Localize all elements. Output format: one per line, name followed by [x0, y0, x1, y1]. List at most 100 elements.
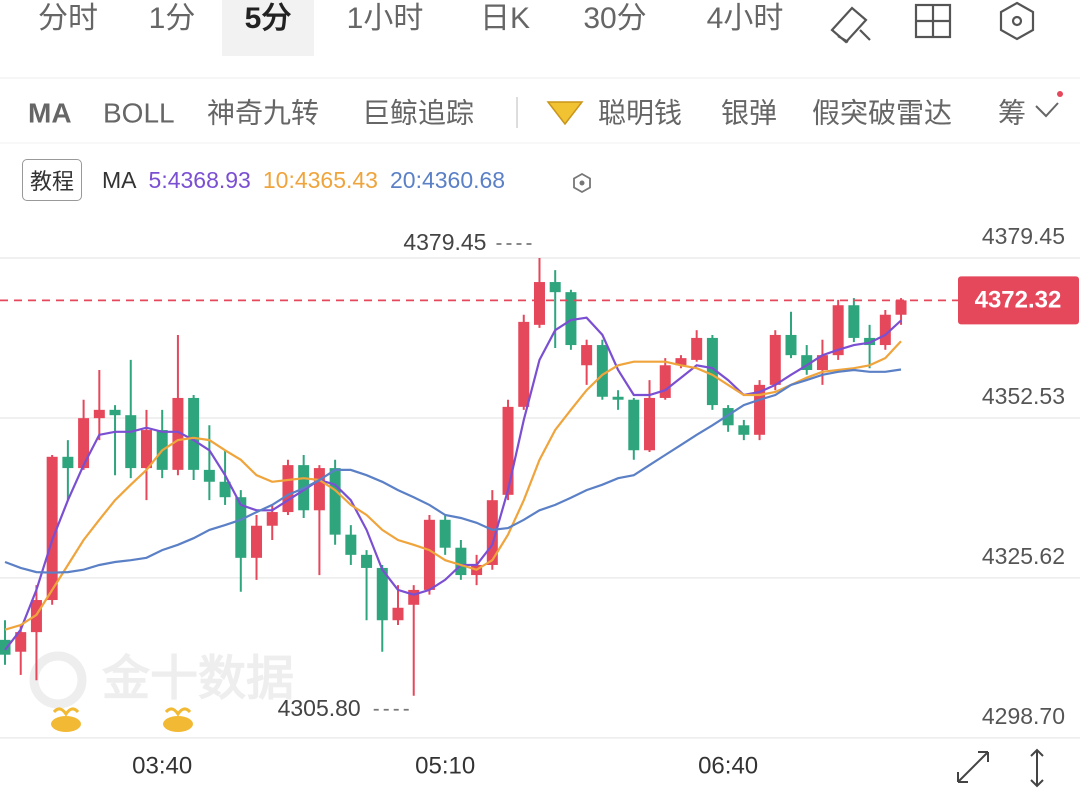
candle-body	[612, 396, 624, 400]
legend-entry: 54368.93	[149, 167, 251, 194]
ma-line	[4, 340, 902, 631]
tool[interactable]: 筹	[998, 97, 1026, 128]
legend-prefix: MA	[102, 166, 137, 193]
y-tick-label: 4298.70	[982, 703, 1065, 729]
legend-name: 10	[263, 167, 295, 193]
candle-body	[408, 589, 420, 605]
tab[interactable]: 日K	[480, 2, 530, 35]
legend-entry: 204360.68	[390, 167, 505, 194]
candle-body	[502, 406, 514, 495]
candle-body	[486, 500, 498, 565]
candle-body	[0, 639, 11, 655]
candle-body	[659, 365, 671, 398]
candle-body	[361, 554, 373, 568]
ma-line	[4, 316, 902, 651]
tutorial-button[interactable]: 教程	[22, 159, 83, 201]
tool[interactable]: 假突破雷达	[812, 97, 952, 128]
y-tick-label: 4352.53	[982, 383, 1065, 409]
candle-body	[722, 408, 734, 426]
ma-settings-icon[interactable]	[573, 172, 591, 194]
candle-body	[376, 567, 388, 621]
candle-body	[46, 456, 58, 601]
candle-body	[801, 355, 813, 371]
tab[interactable]: 5分	[245, 2, 292, 35]
legend-entry: 104365.43	[263, 167, 378, 194]
tab-selected-bg	[222, 0, 314, 56]
candle-body	[203, 469, 215, 482]
ma-line	[4, 368, 902, 574]
candle-body	[219, 481, 231, 498]
legend-value: 4368.93	[167, 166, 251, 193]
more-chevron[interactable]	[1035, 102, 1059, 118]
tab[interactable]: 1小时	[347, 2, 424, 35]
layout-icon[interactable]	[914, 3, 952, 39]
x-tick-label: 05:10	[415, 752, 475, 779]
y-tick-label: 4325.62	[982, 543, 1065, 569]
candle-body	[140, 430, 152, 469]
indicator[interactable]: 神奇九转	[207, 97, 319, 128]
candle-body	[785, 334, 797, 356]
candle-body	[581, 345, 593, 366]
candle-body	[754, 384, 766, 435]
candle-body	[848, 305, 860, 338]
candle-body	[172, 397, 184, 470]
red-dot	[1057, 91, 1063, 97]
legend-name: 5	[149, 167, 168, 193]
candle-body	[628, 399, 640, 451]
candle-body	[738, 425, 750, 435]
last-price-label: 4372.32	[975, 287, 1062, 314]
fullscreen-icon[interactable]	[957, 751, 989, 783]
candle-body	[282, 465, 294, 513]
indicator[interactable]: 巨鲸追踪	[362, 97, 474, 128]
scale-icon[interactable]	[1030, 748, 1044, 788]
indicator[interactable]: MA	[28, 97, 72, 128]
legend-value: 4365.43	[294, 166, 378, 193]
indicator[interactable]: BOLL	[103, 97, 175, 128]
candle-body	[596, 345, 608, 397]
legend-value: 4360.68	[421, 166, 506, 193]
tool[interactable]: 银弹	[721, 97, 777, 128]
candle-body	[345, 534, 357, 555]
legend-name: 20	[390, 167, 422, 193]
candle-body	[329, 468, 341, 535]
candle-body	[62, 456, 74, 469]
watermark-logo	[29, 651, 87, 709]
candle-body	[93, 409, 105, 419]
candle-body	[125, 415, 137, 469]
tab[interactable]: 30分	[583, 2, 646, 35]
candle-body	[549, 282, 561, 293]
draw-tool-icon[interactable]	[830, 6, 871, 44]
last-price-box	[958, 276, 1079, 325]
watermark: 金十数据	[101, 653, 294, 706]
legend: 教程 MA 54368.93 104365.43 204360.68	[22, 159, 517, 201]
candle-body	[455, 547, 467, 576]
tab[interactable]: 4小时	[707, 2, 784, 35]
x-tick-label: 06:40	[698, 752, 758, 779]
candle-body	[832, 305, 844, 356]
tab[interactable]: 1分	[149, 2, 196, 35]
candle-body	[78, 418, 90, 469]
whale-icon	[51, 707, 81, 732]
candle-body	[769, 334, 781, 385]
candle-body	[816, 355, 828, 371]
candle-body	[15, 632, 27, 652]
candle-body	[392, 607, 404, 621]
min-marker-label: 4305.80	[278, 695, 361, 721]
tool[interactable]: 聪明钱	[598, 97, 682, 128]
tab[interactable]: 分时	[38, 2, 98, 35]
candle-body	[235, 497, 247, 558]
candle-body	[691, 337, 703, 360]
candle-body	[675, 358, 687, 366]
settings-icon[interactable]	[999, 1, 1035, 41]
candle-body	[266, 512, 278, 526]
candle-body	[439, 519, 451, 548]
candle-body	[109, 409, 121, 416]
candle-body	[895, 300, 907, 315]
gem-icon	[546, 101, 584, 126]
candle-body	[644, 397, 656, 451]
candle-body	[533, 282, 545, 325]
candle-body	[565, 292, 577, 346]
whale-icon	[163, 707, 193, 732]
